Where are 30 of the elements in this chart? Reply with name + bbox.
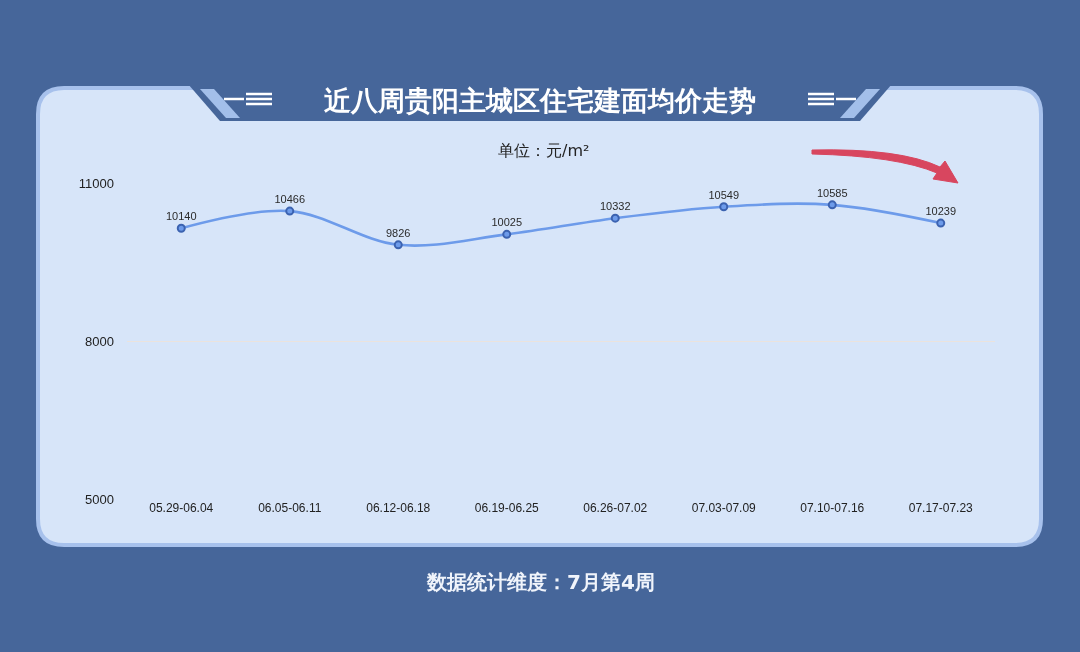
- point: [827, 200, 837, 210]
- data-label: 9826: [386, 226, 411, 239]
- point: [719, 202, 729, 212]
- x-tick-label: 07.17-07.23: [908, 501, 974, 515]
- x-tick-label: 06.26-07.02: [583, 501, 648, 515]
- data-label: 10332: [599, 200, 631, 213]
- x-tick-label: 05.29-06.04: [149, 501, 214, 515]
- chart-title: 近八周贵阳主城区住宅建面均价走势: [324, 86, 756, 117]
- point: [502, 229, 512, 239]
- point: [393, 240, 403, 250]
- x-tick-label: 07.10-07.16: [800, 501, 865, 515]
- point: [285, 206, 295, 216]
- y-tick-label: 5000: [85, 491, 114, 507]
- y-tick-label: 8000: [85, 333, 114, 349]
- data-label: 10025: [491, 216, 523, 229]
- x-tick-label: 07.03-07.09: [691, 501, 757, 515]
- x-tick-label: 06.05-06.11: [258, 501, 322, 515]
- data-label: 10140: [165, 210, 197, 223]
- chart-subtitle: 单位：元/m²: [498, 141, 590, 160]
- x-tick-label: 06.12-06.18: [366, 501, 431, 515]
- data-label: 10585: [816, 186, 848, 199]
- text: 数据统计维度：7月第4周: [426, 570, 655, 594]
- y-tick-label: 11000: [78, 175, 114, 191]
- point: [936, 218, 946, 228]
- x-tick-label: 06.19-06.25: [474, 501, 540, 515]
- data-label: 10239: [925, 204, 957, 217]
- data-label: 10466: [274, 192, 306, 205]
- data-label: 10549: [708, 188, 740, 201]
- point: [176, 223, 186, 233]
- point: [610, 213, 620, 223]
